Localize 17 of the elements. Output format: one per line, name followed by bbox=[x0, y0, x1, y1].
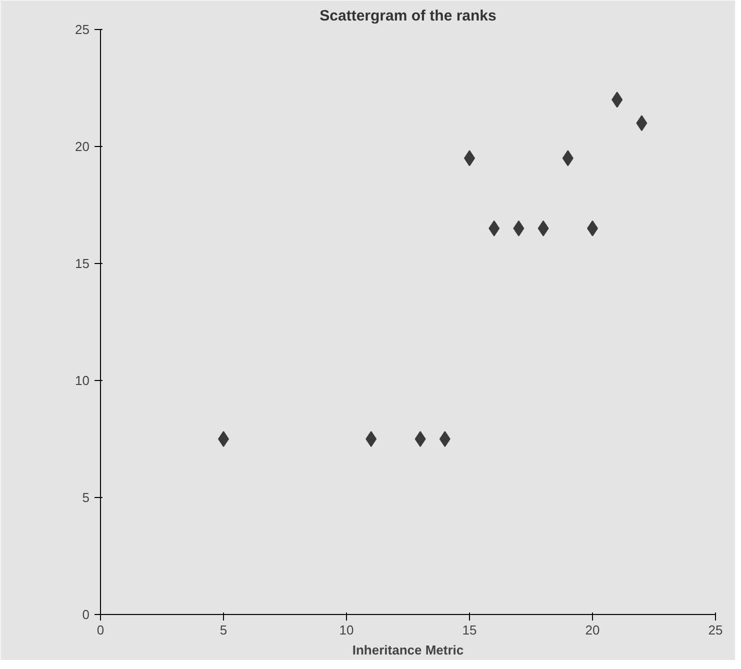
x-tick-label: 15 bbox=[462, 622, 477, 638]
x-tick-label: 10 bbox=[339, 622, 354, 638]
y-tick-label: 15 bbox=[75, 256, 90, 271]
point bbox=[439, 431, 450, 447]
point bbox=[366, 431, 377, 447]
y-tick-label: 25 bbox=[75, 22, 90, 37]
y-tick-label: 10 bbox=[75, 373, 90, 388]
y-tick-label: 20 bbox=[75, 139, 90, 154]
chart-title: Scattergram of the ranks bbox=[320, 8, 496, 24]
y-tick-label: 5 bbox=[82, 490, 90, 505]
point bbox=[414, 431, 426, 447]
x-tick-label: 5 bbox=[220, 622, 228, 638]
x-axis-title: Inheritance Metric bbox=[352, 642, 464, 658]
x-tick-label: 25 bbox=[708, 622, 723, 638]
x-tick-label: 0 bbox=[96, 622, 104, 638]
y-tick-label: 0 bbox=[82, 607, 90, 622]
x-tick-label: 20 bbox=[585, 622, 600, 638]
